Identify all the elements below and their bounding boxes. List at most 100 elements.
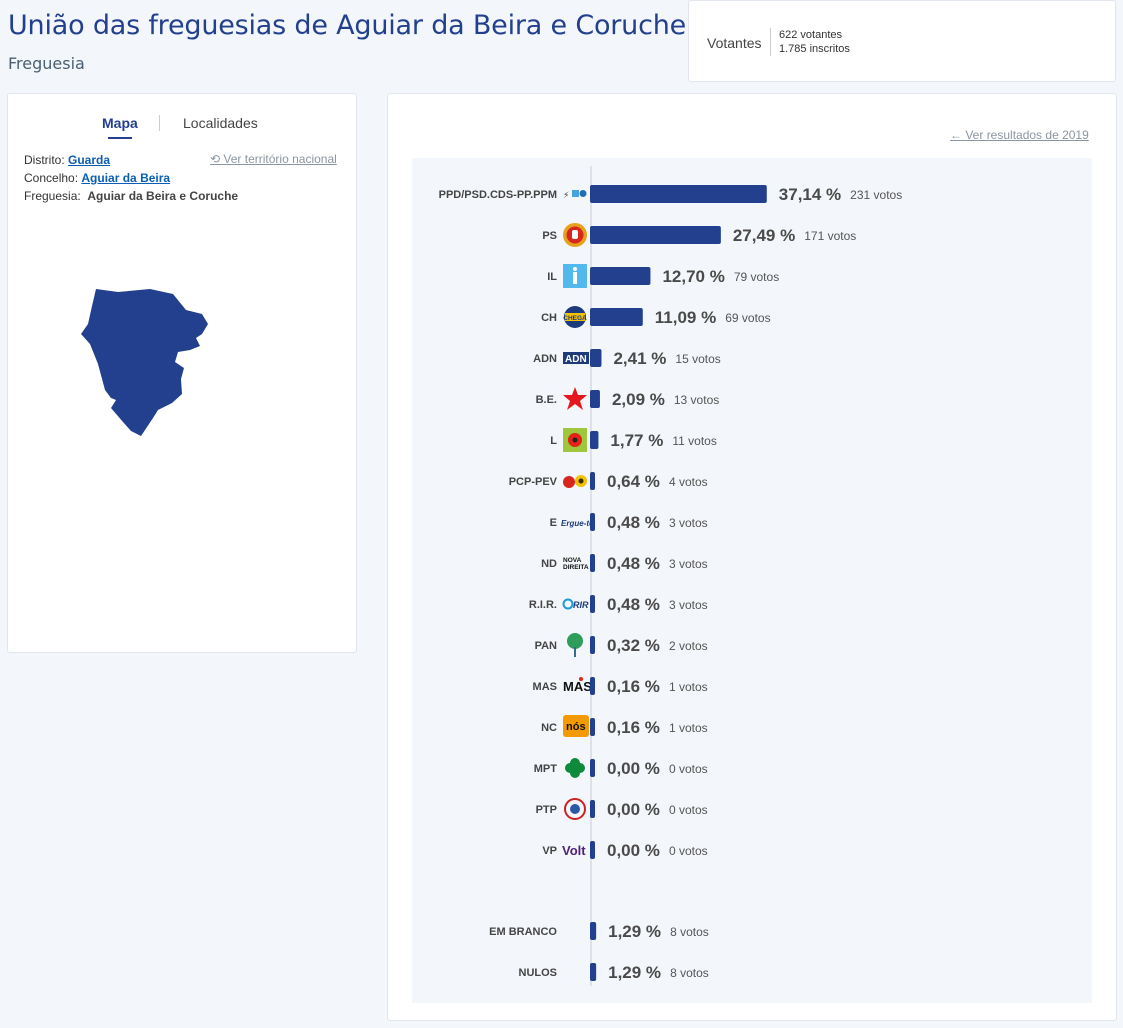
bar[interactable] [590, 759, 595, 777]
category-label: L [550, 435, 557, 447]
category-label: MPT [534, 763, 558, 775]
pan-tree-icon [567, 633, 583, 657]
category-label: ADN [533, 353, 557, 365]
logo-part [563, 715, 589, 737]
ptp-logo-icon [564, 798, 586, 820]
tab-map[interactable]: Mapa [102, 115, 138, 139]
results-card: ← Ver resultados de 2019 PPD/PSD.CDS-PP.… [387, 93, 1117, 1021]
chart-row: PCP-PEV 0,64 % 4 votos [509, 472, 708, 491]
arrow-left-icon: ← [950, 128, 962, 142]
back-to-2019-link[interactable]: ← Ver resultados de 2019 [950, 128, 1089, 142]
category-label: E [550, 517, 557, 529]
bar[interactable] [590, 922, 597, 940]
votes-label: 69 votos [725, 311, 770, 325]
voters-label: Votantes [707, 35, 762, 51]
chart-row: CH CHEGA 11,09 % 69 votos [541, 306, 771, 328]
bar[interactable] [590, 963, 597, 981]
value-label: 1,29 % [608, 963, 661, 982]
pcp-pev-logo-icon [563, 475, 587, 488]
value-label: 0,16 % [607, 718, 660, 737]
bar[interactable] [590, 308, 643, 326]
livre-poppy-icon [563, 428, 587, 452]
value-label: 0,48 % [607, 513, 660, 532]
parish-map[interactable] [78, 284, 228, 444]
bar[interactable] [590, 431, 599, 449]
value-label: 12,70 % [662, 267, 724, 286]
bar[interactable] [590, 800, 595, 818]
votes-label: 8 votos [670, 966, 709, 980]
value-label: 2,41 % [613, 349, 666, 368]
chart-row: NULOS 1,29 % 8 votos [519, 963, 709, 982]
chart-row: EM BRANCO 1,29 % 8 votos [489, 922, 709, 941]
bar[interactable] [590, 472, 595, 490]
logo-part: MAS [563, 679, 592, 694]
logo-part [563, 476, 575, 488]
category-label: EM BRANCO [489, 926, 557, 938]
parish-shape[interactable] [81, 289, 208, 436]
location-distrito: Distrito: Guarda [24, 153, 110, 167]
category-label: PPD/PSD.CDS-PP.PPM [439, 189, 557, 201]
national-territory-link[interactable]: ⟲ Ver território nacional [210, 152, 337, 166]
chart-row: L 1,77 % 11 votos [550, 428, 717, 452]
votes-label: 171 votos [804, 229, 856, 243]
bar[interactable] [590, 554, 595, 572]
mpt-clover-icon [565, 758, 585, 778]
results-chart-panel: PPD/PSD.CDS-PP.PPM ⚡ 37,14 % 231 votos PS 27,… [412, 158, 1092, 1003]
back-to-2019-label: Ver resultados de 2019 [965, 128, 1089, 142]
value-label: 2,09 % [612, 390, 665, 409]
logo-part [565, 763, 575, 773]
bar[interactable] [590, 718, 595, 736]
national-territory-label: Ver território nacional [223, 152, 337, 166]
chart-row: VP Volt 0,00 % 0 votos [542, 841, 708, 860]
logo-part [572, 437, 578, 443]
bar[interactable] [590, 267, 651, 285]
category-label: PS [542, 230, 557, 242]
logo-part [573, 267, 577, 271]
category-label: NC [541, 722, 557, 734]
logo-part [573, 272, 577, 284]
category-label: IL [547, 271, 557, 283]
votes-label: 3 votos [669, 598, 708, 612]
logo-part [567, 633, 583, 649]
bar[interactable] [590, 636, 595, 654]
concelho-link[interactable]: Aguiar da Beira [81, 171, 171, 185]
chart-row: PPD/PSD.CDS-PP.PPM ⚡ 37,14 % 231 votos [439, 185, 902, 204]
chart-row: PS 27,49 % 171 votos [542, 223, 856, 247]
bar[interactable] [590, 595, 595, 613]
tab-localities[interactable]: Localidades [183, 115, 258, 131]
logo-part [570, 804, 580, 814]
bar[interactable] [590, 226, 721, 244]
mas-logo-icon: MAS [563, 677, 592, 694]
category-label: ND [541, 558, 557, 570]
bar[interactable] [590, 677, 595, 695]
distrito-label: Distrito: [24, 153, 65, 167]
bar[interactable] [590, 513, 595, 531]
ergue-te-logo-icon: Ergue-te [561, 519, 594, 528]
logo-part [563, 352, 589, 364]
chart-row: E Ergue-te 0,48 % 3 votos [550, 513, 708, 532]
logo-part [564, 798, 586, 820]
bar[interactable] [590, 185, 767, 203]
votes-label: 1 votos [669, 680, 708, 694]
category-label: B.E. [536, 394, 557, 406]
logo-part [565, 313, 585, 321]
page-title: União das freguesias de Aguiar da Beira … [8, 10, 687, 41]
location-concelho: Concelho: Aguiar da Beira [24, 171, 170, 185]
votes-label: 3 votos [669, 516, 708, 530]
category-label: PAN [535, 640, 557, 652]
bar[interactable] [590, 390, 600, 408]
value-label: 11,09 % [655, 308, 716, 327]
value-label: 0,48 % [607, 595, 660, 614]
votes-label: 15 votos [675, 352, 720, 366]
freguesia-label: Freguesia: [24, 189, 81, 203]
logo-part [572, 190, 579, 197]
bar[interactable] [590, 841, 595, 859]
logo-part: ⚡ [563, 190, 569, 200]
logo-part: Ergue-te [561, 519, 594, 528]
chart-row: B.E. 2,09 % 13 votos [536, 387, 719, 410]
logo-part [574, 647, 576, 657]
distrito-link[interactable]: Guarda [68, 153, 111, 167]
logo-part [562, 598, 574, 610]
bar[interactable] [590, 349, 602, 367]
